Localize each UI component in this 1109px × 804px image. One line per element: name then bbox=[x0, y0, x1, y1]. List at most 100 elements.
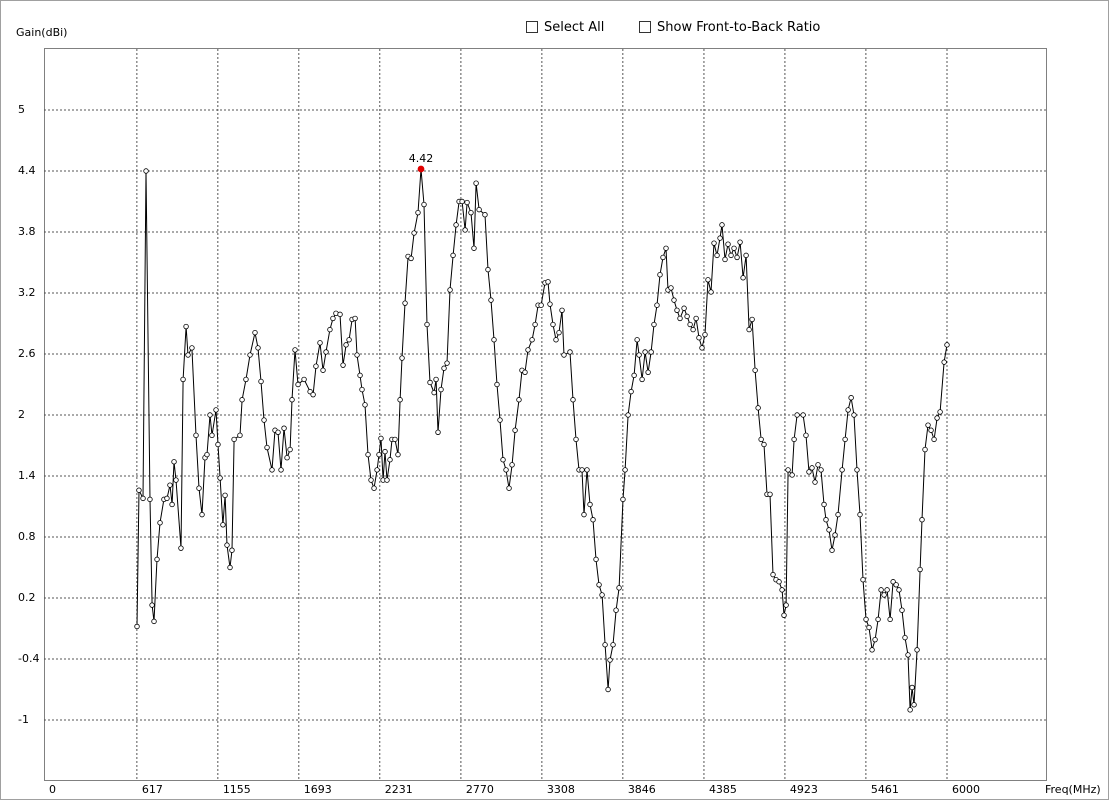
data-point bbox=[722, 256, 728, 263]
data-point bbox=[731, 245, 737, 251]
checkbox-label[interactable]: Show Front-to-Back Ratio bbox=[657, 20, 820, 35]
data-point bbox=[587, 501, 593, 508]
data-point bbox=[247, 352, 253, 358]
data-point bbox=[357, 372, 363, 379]
data-point bbox=[545, 279, 551, 285]
data-point bbox=[408, 255, 414, 262]
checkbox-select-all[interactable]: Select All bbox=[526, 20, 605, 35]
data-point bbox=[875, 616, 881, 623]
data-point bbox=[476, 206, 482, 213]
data-point bbox=[459, 198, 465, 205]
data-point bbox=[392, 436, 398, 443]
data-point bbox=[516, 397, 522, 403]
checkbox[interactable] bbox=[639, 21, 651, 33]
data-point bbox=[613, 607, 619, 613]
data-point bbox=[485, 266, 491, 273]
data-point bbox=[340, 362, 346, 368]
data-point bbox=[776, 579, 782, 585]
x-tick-label: 617 bbox=[142, 783, 163, 796]
data-point bbox=[654, 302, 660, 308]
data-point bbox=[821, 501, 827, 508]
data-point bbox=[317, 340, 323, 346]
data-point bbox=[196, 485, 202, 491]
data-point bbox=[702, 331, 708, 338]
data-point bbox=[237, 432, 243, 439]
data-point bbox=[550, 321, 556, 328]
data-point bbox=[147, 496, 153, 503]
data-point bbox=[651, 321, 657, 328]
data-point bbox=[411, 230, 417, 236]
y-tick-label: 2.6 bbox=[18, 347, 36, 360]
data-point bbox=[573, 436, 579, 443]
data-point bbox=[737, 239, 743, 245]
checkbox[interactable] bbox=[526, 21, 538, 33]
data-point bbox=[556, 329, 562, 336]
data-point bbox=[215, 441, 221, 448]
y-tick-label: -0.4 bbox=[18, 652, 39, 665]
data-point bbox=[878, 587, 884, 593]
data-point bbox=[909, 684, 915, 691]
y-tick-label: 3.2 bbox=[18, 286, 36, 299]
y-tick-label: 1.4 bbox=[18, 469, 36, 482]
y-tick-label: 2 bbox=[18, 408, 25, 421]
data-point bbox=[164, 495, 170, 502]
data-point bbox=[581, 511, 587, 518]
checkbox-front-to-back[interactable]: Show Front-to-Back Ratio bbox=[639, 20, 821, 35]
data-point bbox=[648, 349, 654, 355]
x-tick-label: 3308 bbox=[547, 783, 575, 796]
data-point bbox=[937, 409, 943, 415]
y-axis-label: Gain(dBi) bbox=[16, 26, 67, 39]
data-point bbox=[783, 602, 789, 608]
data-point bbox=[907, 707, 913, 713]
data-point bbox=[500, 457, 506, 463]
data-point bbox=[313, 363, 319, 369]
data-point bbox=[872, 636, 878, 643]
data-point bbox=[538, 302, 544, 308]
data-point bbox=[616, 585, 622, 591]
data-point bbox=[374, 467, 380, 473]
data-point bbox=[506, 485, 512, 491]
data-point bbox=[354, 352, 360, 358]
data-point bbox=[809, 465, 815, 471]
data-point bbox=[199, 511, 205, 518]
data-point bbox=[596, 582, 602, 588]
y-tick-label: -1 bbox=[18, 713, 29, 726]
data-point bbox=[217, 475, 223, 481]
data-point bbox=[512, 427, 518, 433]
data-point bbox=[681, 305, 687, 311]
data-point bbox=[258, 378, 264, 385]
data-point bbox=[140, 495, 146, 502]
data-point bbox=[690, 326, 696, 333]
data-point bbox=[660, 254, 666, 261]
data-point bbox=[579, 467, 585, 473]
data-point bbox=[269, 467, 275, 473]
data-point bbox=[639, 376, 645, 383]
data-point bbox=[919, 517, 925, 523]
data-point bbox=[842, 436, 848, 443]
data-point bbox=[829, 547, 835, 553]
data-point bbox=[832, 532, 838, 538]
data-point bbox=[491, 337, 497, 343]
data-point bbox=[719, 222, 725, 228]
data-point bbox=[468, 209, 474, 216]
data-point bbox=[717, 235, 723, 241]
data-point bbox=[860, 577, 866, 583]
data-point bbox=[743, 252, 749, 259]
data-point bbox=[171, 459, 177, 465]
data-point bbox=[421, 201, 427, 208]
data-point bbox=[839, 467, 845, 473]
data-point bbox=[567, 349, 573, 355]
data-point bbox=[899, 607, 905, 613]
data-point bbox=[922, 446, 928, 453]
data-point bbox=[529, 337, 535, 343]
data-point bbox=[767, 491, 773, 497]
data-point bbox=[352, 315, 358, 322]
peak-label: 4.42 bbox=[409, 152, 434, 165]
data-point bbox=[453, 222, 459, 228]
data-point bbox=[671, 297, 677, 303]
checkbox-label[interactable]: Select All bbox=[544, 20, 604, 35]
data-point bbox=[605, 686, 611, 693]
data-point bbox=[371, 485, 377, 491]
data-point bbox=[346, 337, 352, 343]
data-point bbox=[438, 386, 444, 393]
